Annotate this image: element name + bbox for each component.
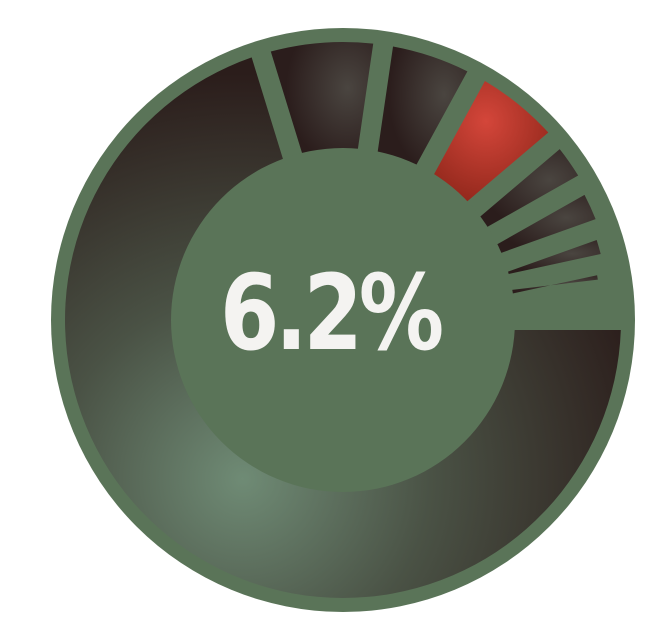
slice-1: [64, 57, 621, 598]
center-disc: [171, 148, 515, 492]
center-value-label: 6.2%: [219, 252, 444, 374]
slice-6: [478, 194, 596, 261]
slice-highlighted: [423, 80, 549, 216]
slice-7: [487, 239, 601, 280]
slice-8: [490, 275, 598, 299]
slice-2: [270, 42, 374, 175]
slice-5: [463, 149, 579, 238]
slices-group: [64, 42, 621, 598]
slice-3: [374, 46, 468, 184]
